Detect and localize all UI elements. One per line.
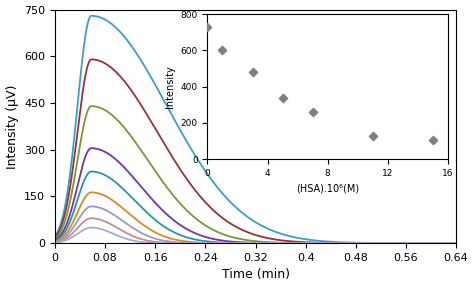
Y-axis label: Intensity (μV): Intensity (μV) [6,84,18,168]
X-axis label: Time (min): Time (min) [221,268,290,282]
